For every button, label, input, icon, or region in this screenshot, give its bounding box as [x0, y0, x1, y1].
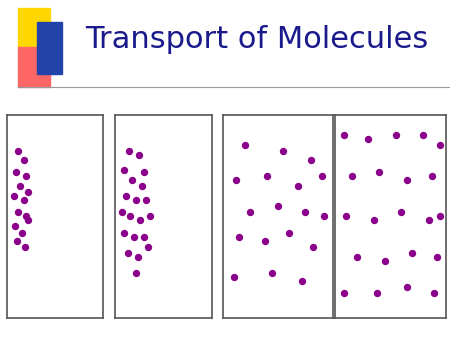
Point — [140, 234, 148, 239]
Point — [126, 149, 133, 154]
Point — [319, 173, 326, 178]
Point — [17, 183, 24, 189]
Point — [15, 210, 22, 215]
Point — [22, 173, 30, 178]
Point — [298, 279, 306, 284]
Point — [232, 177, 239, 183]
Point — [343, 214, 350, 219]
Point — [146, 214, 153, 219]
Point — [18, 230, 26, 235]
Point — [433, 254, 440, 260]
Point — [125, 250, 132, 256]
Point — [261, 238, 268, 243]
Point — [364, 137, 372, 142]
Point — [425, 218, 432, 223]
Point — [403, 285, 410, 290]
Point — [280, 149, 287, 154]
Point — [12, 224, 19, 229]
Bar — [18, 7, 50, 47]
Bar — [37, 22, 62, 74]
Point — [230, 274, 238, 280]
Point — [374, 291, 381, 296]
Point — [129, 177, 136, 183]
Point — [21, 157, 28, 162]
Point — [398, 210, 405, 215]
Point — [21, 197, 28, 203]
Point — [381, 258, 388, 264]
Point — [135, 254, 142, 260]
Point — [22, 244, 29, 249]
Point — [403, 177, 410, 183]
Point — [132, 197, 140, 203]
Point — [348, 173, 356, 178]
Point — [132, 270, 140, 276]
Point — [274, 203, 282, 209]
Point — [320, 214, 328, 219]
Point — [302, 210, 309, 215]
Point — [294, 183, 302, 189]
Point — [429, 173, 436, 178]
Point — [119, 210, 126, 215]
Point — [307, 157, 315, 162]
Point — [236, 234, 243, 239]
Point — [138, 183, 145, 189]
Text: Transport of Molecules: Transport of Molecules — [86, 25, 429, 54]
Point — [121, 230, 128, 235]
Point — [123, 193, 130, 199]
Point — [126, 214, 134, 219]
Point — [376, 169, 383, 174]
Point — [136, 218, 144, 223]
Point — [285, 230, 292, 235]
Point — [142, 197, 149, 203]
Point — [341, 132, 348, 138]
Point — [431, 291, 438, 296]
Point — [22, 214, 30, 219]
Point — [241, 143, 248, 148]
Point — [14, 238, 21, 243]
Point — [436, 143, 444, 148]
Point — [13, 169, 20, 174]
Point — [269, 270, 276, 276]
Point — [392, 132, 400, 138]
Point — [144, 244, 151, 249]
Point — [354, 254, 361, 260]
Point — [436, 214, 444, 219]
Point — [310, 244, 317, 249]
Point — [24, 218, 32, 223]
Bar — [18, 47, 50, 87]
Point — [370, 218, 378, 223]
Point — [135, 153, 143, 158]
Point — [140, 169, 148, 174]
Point — [341, 291, 348, 296]
Point — [15, 149, 22, 154]
Point — [420, 132, 427, 138]
Point — [130, 234, 138, 239]
Point — [121, 167, 128, 172]
Point — [11, 193, 18, 199]
Point — [263, 173, 270, 178]
Point — [409, 250, 416, 256]
Point — [247, 210, 254, 215]
Point — [24, 189, 32, 195]
